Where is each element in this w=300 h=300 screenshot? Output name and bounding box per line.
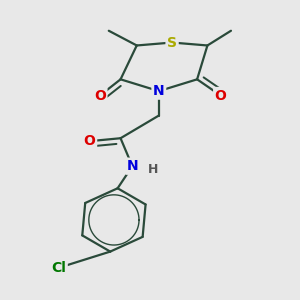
Text: N: N [127, 159, 138, 173]
Text: O: O [215, 88, 226, 103]
Text: S: S [167, 35, 177, 50]
Text: O: O [84, 134, 96, 148]
Text: H: H [148, 163, 158, 176]
Text: N: N [153, 84, 165, 98]
Text: O: O [94, 88, 106, 103]
Text: Cl: Cl [51, 261, 66, 275]
